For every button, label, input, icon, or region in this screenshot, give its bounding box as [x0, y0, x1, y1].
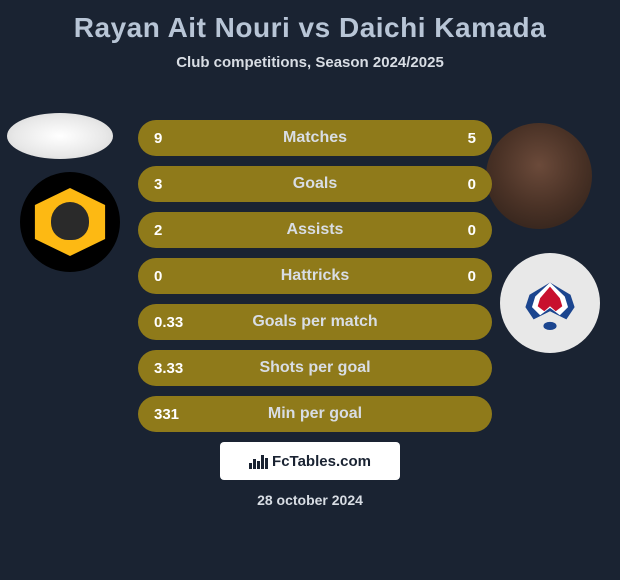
stat-left-value: 2 — [154, 222, 214, 239]
stat-label: Min per goal — [214, 405, 416, 423]
stat-label: Goals — [214, 175, 416, 193]
footer-site-badge: FcTables.com — [220, 442, 400, 480]
stat-left-value: 9 — [154, 130, 214, 147]
page-title: Rayan Ait Nouri vs Daichi Kamada — [0, 0, 620, 44]
bar-chart-icon — [249, 453, 268, 469]
stat-row: 331 Min per goal — [138, 396, 492, 432]
stat-right-value: 0 — [416, 222, 476, 239]
stat-row: 3.33 Shots per goal — [138, 350, 492, 386]
stat-row: 0.33 Goals per match — [138, 304, 492, 340]
stat-right-value: 5 — [416, 130, 476, 147]
stats-table: 9 Matches 5 3 Goals 0 2 Assists 0 0 Hatt… — [138, 120, 492, 432]
stat-row: 3 Goals 0 — [138, 166, 492, 202]
stat-right-value: 0 — [416, 176, 476, 193]
eagle-icon — [509, 262, 591, 344]
stat-row: 9 Matches 5 — [138, 120, 492, 156]
stat-label: Hattricks — [214, 267, 416, 285]
stat-label: Assists — [214, 221, 416, 239]
stat-label: Shots per goal — [214, 359, 416, 377]
stat-right-value: 0 — [416, 268, 476, 285]
footer-site-text: FcTables.com — [272, 453, 371, 470]
wolves-icon — [31, 188, 109, 256]
stat-left-value: 3 — [154, 176, 214, 193]
page-subtitle: Club competitions, Season 2024/2025 — [0, 54, 620, 71]
stat-left-value: 0 — [154, 268, 214, 285]
player-right-avatar — [486, 123, 592, 229]
footer-date: 28 october 2024 — [0, 492, 620, 508]
stat-row: 0 Hattricks 0 — [138, 258, 492, 294]
club-left-badge — [20, 172, 120, 272]
stat-label: Matches — [214, 129, 416, 147]
stat-left-value: 0.33 — [154, 314, 214, 331]
stat-left-value: 331 — [154, 406, 214, 423]
stat-row: 2 Assists 0 — [138, 212, 492, 248]
player-left-avatar — [7, 113, 113, 159]
club-right-badge — [500, 253, 600, 353]
stat-left-value: 3.33 — [154, 360, 214, 377]
stat-label: Goals per match — [214, 313, 416, 331]
